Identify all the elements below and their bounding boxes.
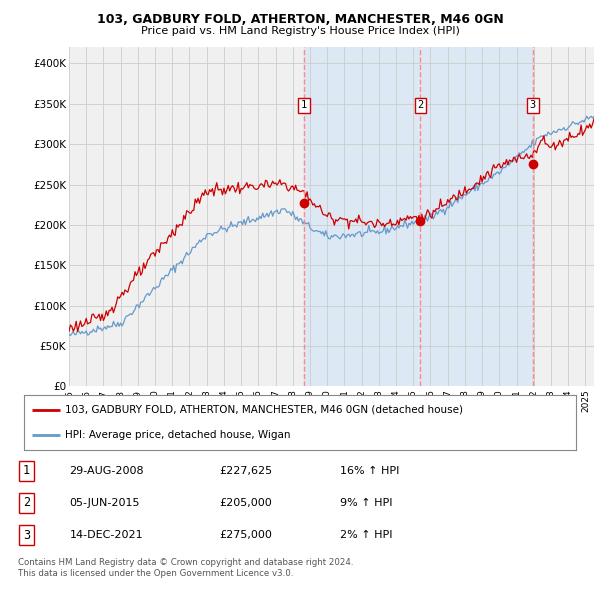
Text: This data is licensed under the Open Government Licence v3.0.: This data is licensed under the Open Gov… — [18, 569, 293, 578]
Text: 2: 2 — [23, 496, 30, 510]
Bar — [304, 47, 533, 386]
Text: Contains HM Land Registry data © Crown copyright and database right 2024.: Contains HM Land Registry data © Crown c… — [18, 558, 353, 567]
Text: 2: 2 — [418, 100, 424, 110]
Text: 05-JUN-2015: 05-JUN-2015 — [70, 498, 140, 508]
Text: £275,000: £275,000 — [220, 530, 272, 540]
Text: 103, GADBURY FOLD, ATHERTON, MANCHESTER, M46 0GN (detached house): 103, GADBURY FOLD, ATHERTON, MANCHESTER,… — [65, 405, 463, 415]
Text: 1: 1 — [301, 100, 307, 110]
Text: 14-DEC-2021: 14-DEC-2021 — [70, 530, 143, 540]
Text: HPI: Average price, detached house, Wigan: HPI: Average price, detached house, Wiga… — [65, 430, 291, 440]
Text: 9% ↑ HPI: 9% ↑ HPI — [340, 498, 393, 508]
Text: £227,625: £227,625 — [220, 466, 272, 476]
Text: 3: 3 — [530, 100, 536, 110]
Text: 103, GADBURY FOLD, ATHERTON, MANCHESTER, M46 0GN: 103, GADBURY FOLD, ATHERTON, MANCHESTER,… — [97, 13, 503, 26]
Text: 16% ↑ HPI: 16% ↑ HPI — [340, 466, 400, 476]
Text: 2% ↑ HPI: 2% ↑ HPI — [340, 530, 393, 540]
Text: £205,000: £205,000 — [220, 498, 272, 508]
Text: Price paid vs. HM Land Registry's House Price Index (HPI): Price paid vs. HM Land Registry's House … — [140, 26, 460, 36]
Text: 1: 1 — [23, 464, 30, 477]
Text: 3: 3 — [23, 529, 30, 542]
Text: 29-AUG-2008: 29-AUG-2008 — [70, 466, 144, 476]
